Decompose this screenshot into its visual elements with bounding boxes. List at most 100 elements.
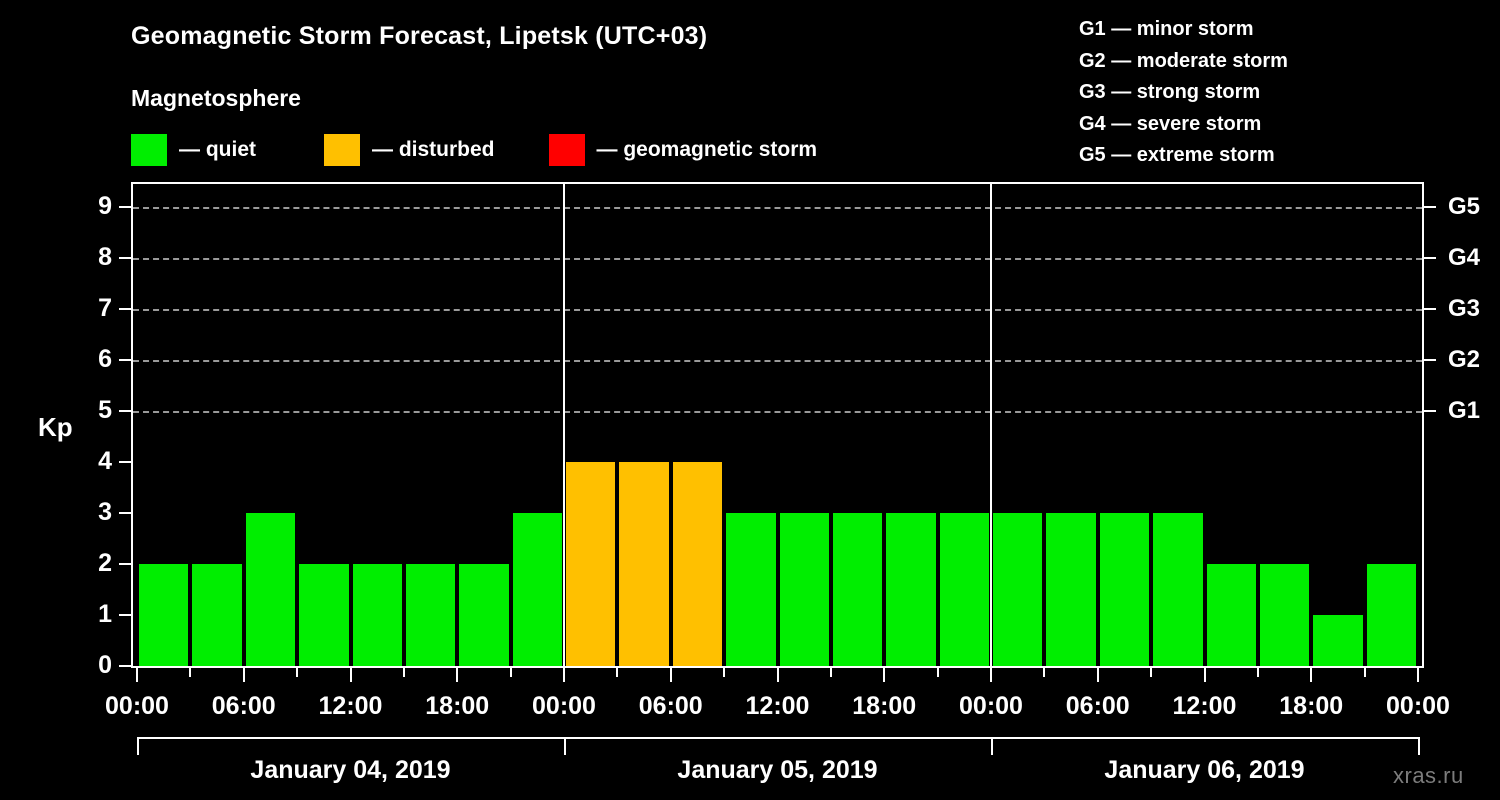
legend-label-quiet: — quiet (179, 138, 256, 161)
legend-entry-storm: — geomagnetic storm (548, 133, 817, 167)
bar (672, 461, 723, 666)
x-tick-mark (883, 668, 886, 682)
y-tick-label: 2 (98, 548, 112, 577)
day-divider (990, 182, 992, 668)
legend-label-disturbed: — disturbed (372, 138, 495, 161)
x-tick-mark (616, 668, 619, 677)
magnetosphere-label: Magnetosphere (131, 85, 301, 111)
g-tick-mark (1424, 205, 1436, 208)
day-bracket (564, 737, 993, 755)
g-scale-line-g5: G5 — extreme storm (1079, 144, 1275, 166)
g-tick-label: G5 (1448, 192, 1481, 220)
x-tick-label: 12:00 (318, 692, 383, 720)
x-tick-mark (829, 668, 832, 677)
x-tick-mark (1256, 668, 1259, 677)
x-tick-mark (1310, 668, 1313, 682)
day-divider (563, 182, 565, 668)
y-tick-mark (119, 409, 131, 412)
plot-border-left (131, 182, 133, 668)
y-tick-label: 1 (98, 599, 112, 628)
orange-swatch (324, 134, 360, 166)
bar (993, 512, 1043, 666)
g-scale-line-g1: G1 — minor storm (1079, 18, 1254, 40)
bar (352, 564, 402, 666)
x-tick-mark (669, 668, 672, 682)
g-tick-mark (1424, 256, 1436, 259)
x-tick-mark (990, 668, 992, 682)
bar (299, 564, 349, 666)
x-tick-label: 00:00 (959, 692, 1023, 720)
bar (405, 564, 456, 666)
green-swatch (131, 134, 167, 166)
bar (1206, 564, 1256, 666)
g-tick-label: G4 (1448, 243, 1481, 271)
plot-border-right (1422, 182, 1424, 668)
y-tick-mark (119, 256, 131, 259)
x-tick-mark (1150, 668, 1153, 677)
bar (779, 512, 829, 666)
watermark: xras.ru (1393, 763, 1464, 788)
y-tick-label: 8 (98, 242, 112, 271)
day-bracket (137, 737, 566, 755)
x-tick-mark (296, 668, 299, 677)
plot-area (131, 182, 1424, 668)
x-tick-label: 00:00 (532, 692, 596, 720)
g-tick-mark (1424, 358, 1436, 361)
day-label: January 05, 2019 (677, 756, 878, 784)
bar (1099, 512, 1150, 666)
y-tick-mark (119, 613, 131, 616)
g-tick-label: G1 (1448, 396, 1481, 424)
x-tick-label: 06:00 (638, 692, 703, 720)
bar (1313, 615, 1363, 666)
bar (459, 564, 509, 666)
y-tick-mark (119, 358, 131, 361)
page-title: Geomagnetic Storm Forecast, Lipetsk (UTC… (131, 22, 708, 50)
bar (566, 461, 616, 666)
plot-border-top (131, 182, 1424, 184)
g-tick-mark (1424, 409, 1436, 412)
bar (139, 564, 189, 666)
x-tick-mark (936, 668, 939, 677)
bar (512, 512, 562, 666)
y-tick-mark (119, 665, 131, 667)
plot-border-bottom (131, 666, 1424, 668)
y-tick-label: 6 (98, 344, 112, 373)
legend-entry-disturbed: — disturbed (324, 133, 495, 167)
y-tick-mark (119, 460, 131, 463)
bar (726, 512, 776, 666)
x-tick-label: 06:00 (1065, 692, 1130, 720)
x-tick-label: 06:00 (211, 692, 276, 720)
g-scale-line-g2: G2 — moderate storm (1079, 49, 1288, 72)
x-tick-mark (456, 668, 459, 682)
y-tick-mark (119, 562, 131, 565)
x-tick-mark (563, 668, 565, 682)
y-tick-label: 3 (98, 497, 112, 526)
g-tick-label: G2 (1448, 345, 1481, 373)
x-tick-mark (1203, 668, 1206, 682)
x-tick-label: 18:00 (425, 692, 490, 720)
x-tick-mark (1363, 668, 1366, 677)
bar (619, 461, 669, 666)
day-label: January 04, 2019 (250, 756, 451, 784)
y-tick-label: 7 (98, 293, 112, 322)
x-tick-mark (189, 668, 192, 677)
x-tick-mark (509, 668, 512, 677)
x-tick-mark (242, 668, 245, 682)
y-tick-label: 9 (98, 191, 112, 220)
g-scale-line-g4: G4 — severe storm (1079, 112, 1262, 135)
color-legend: — quiet — disturbed — geomagnetic storm (131, 133, 817, 167)
gridline (133, 410, 1422, 413)
y-tick-mark (119, 511, 131, 514)
y-tick-mark (119, 205, 131, 208)
day-bracket (991, 737, 1420, 755)
x-tick-mark (723, 668, 726, 677)
x-tick-mark (1417, 668, 1419, 682)
g-scale-legend: G1 — minor storm G2 — moderate storm G3 … (1079, 14, 1288, 172)
red-swatch (548, 134, 585, 166)
g-scale-line-g3: G3 — strong storm (1079, 81, 1261, 103)
y-axis-title: Kp (38, 412, 73, 442)
bar (1259, 564, 1310, 666)
x-tick-mark (402, 668, 405, 677)
y-tick-mark (119, 307, 131, 310)
bar (1153, 512, 1203, 666)
